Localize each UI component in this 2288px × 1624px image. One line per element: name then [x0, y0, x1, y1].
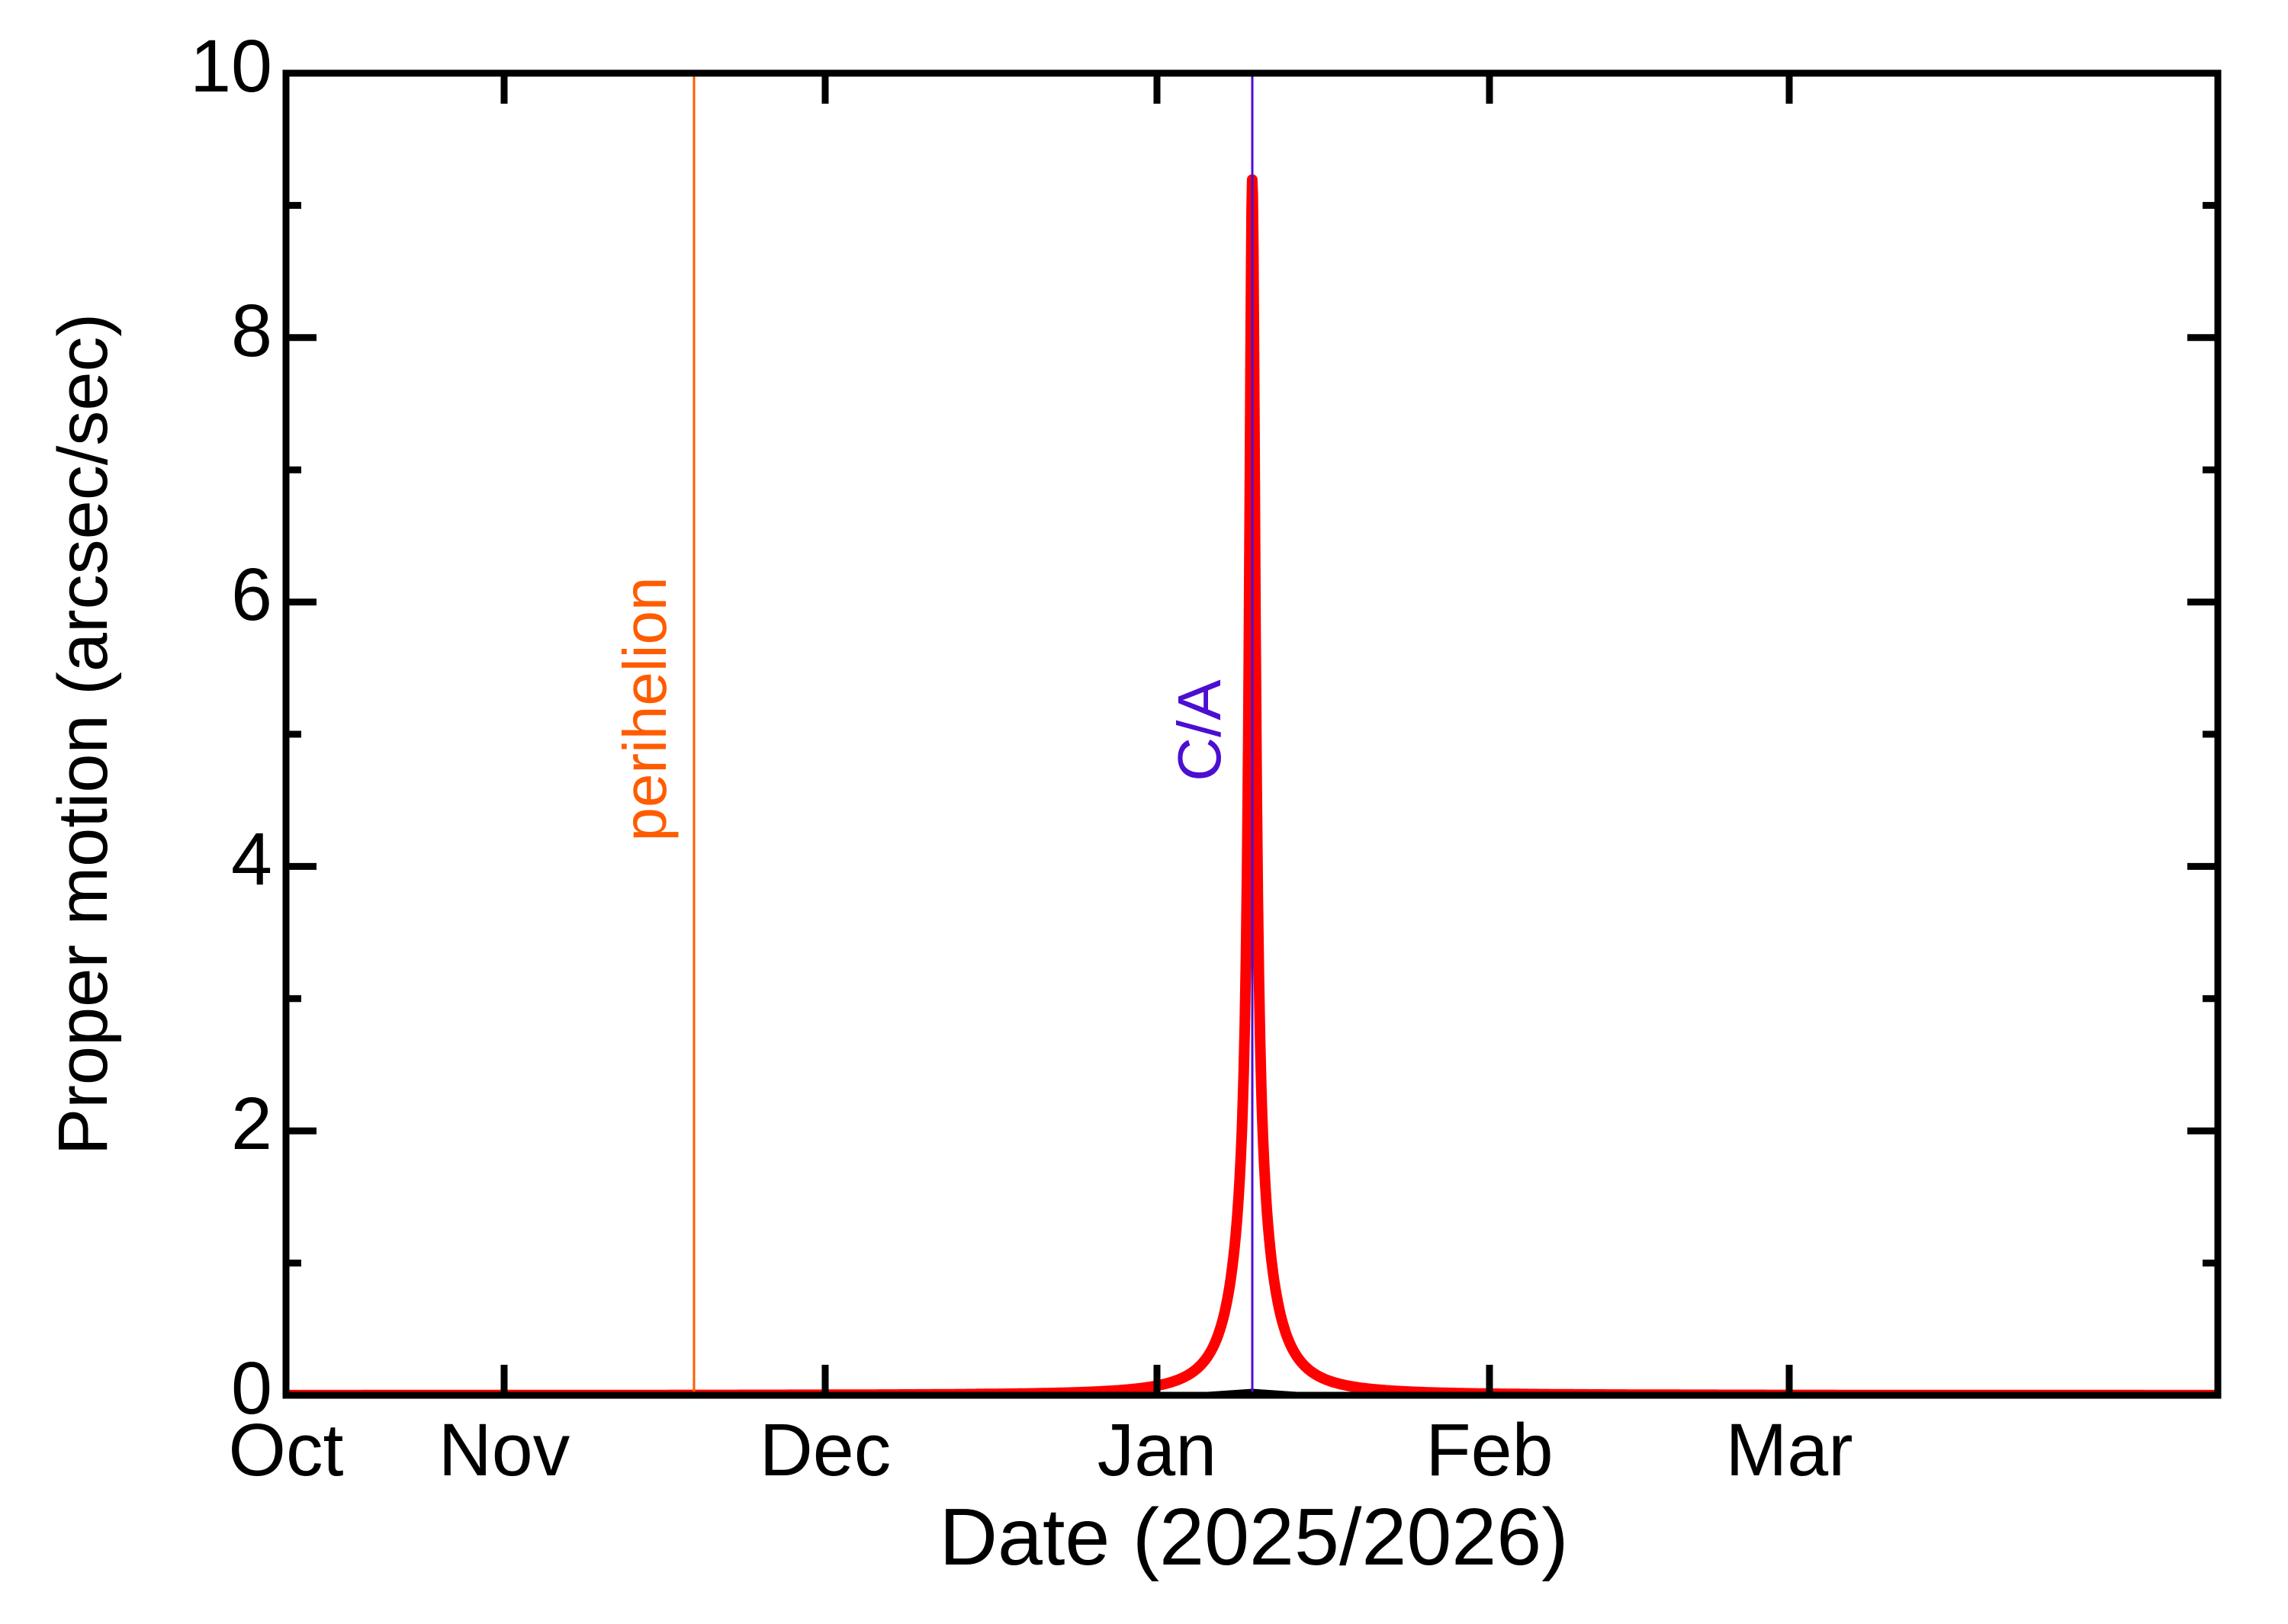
svg-text:Oct: Oct	[229, 1408, 344, 1491]
svg-text:6: 6	[231, 553, 272, 636]
svg-text:8: 8	[231, 289, 272, 372]
svg-text:perihelion: perihelion	[611, 577, 679, 842]
svg-text:Date (2025/2026): Date (2025/2026)	[939, 1492, 1568, 1582]
svg-text:Dec: Dec	[760, 1408, 892, 1491]
svg-text:4: 4	[231, 817, 272, 900]
svg-text:10: 10	[190, 24, 272, 108]
svg-text:Nov: Nov	[439, 1408, 570, 1491]
svg-text:Jan: Jan	[1097, 1408, 1216, 1491]
svg-text:Mar: Mar	[1725, 1408, 1853, 1491]
svg-text:C/A: C/A	[1165, 679, 1233, 782]
svg-text:Feb: Feb	[1425, 1408, 1553, 1491]
svg-text:Proper motion (arcsec/sec): Proper motion (arcsec/sec)	[44, 313, 122, 1155]
svg-text:2: 2	[231, 1082, 272, 1165]
